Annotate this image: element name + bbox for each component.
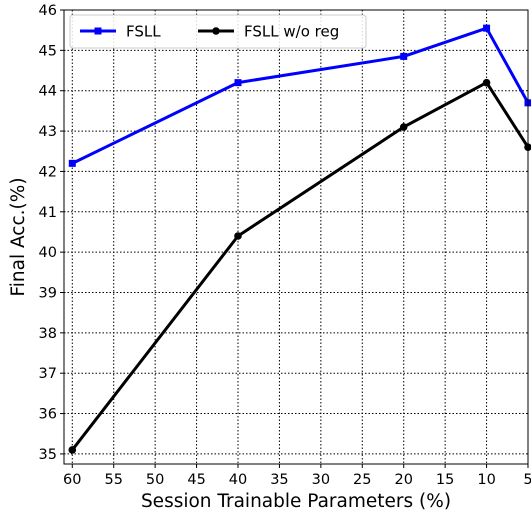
legend-marker-fsll — [94, 27, 102, 35]
y-tick-label: 40 — [39, 245, 57, 261]
data-point-fsll-w-o-reg — [482, 78, 491, 87]
y-tick-label: 46 — [39, 3, 57, 19]
grid-layer — [64, 9, 529, 464]
legend-marker-fsll-wo-reg — [212, 27, 220, 35]
legend-label-fsll: FSLL — [126, 23, 161, 41]
data-point-fsll-w-o-reg — [234, 232, 242, 240]
data-point-fsll — [234, 79, 242, 87]
data-point-fsll-w-o-reg — [68, 446, 77, 454]
y-tick-label: 39 — [39, 285, 57, 301]
x-tick-label: 50 — [146, 472, 164, 488]
x-tick-label: 5 — [523, 472, 531, 488]
series-layer — [68, 24, 531, 454]
y-tick-label: 35 — [39, 447, 57, 463]
x-tick-label: 20 — [394, 472, 412, 488]
data-point-fsll — [483, 24, 491, 32]
tick-layer: 60 55 50 45 40 35 30 25 20 15 10 5 35 36 37 38 39 40 41 42 4… — [39, 3, 531, 488]
x-tick-label: 45 — [187, 472, 205, 488]
data-point-fsll — [400, 52, 408, 60]
plot-frame — [63, 9, 529, 465]
x-tick-label: 10 — [477, 472, 495, 488]
legend: FSLL FSLL w/o reg — [69, 14, 367, 49]
y-tick-label: 38 — [39, 326, 57, 342]
data-point-fsll-w-o-reg — [399, 123, 408, 131]
x-tick-label: 55 — [104, 472, 122, 488]
x-axis-label: Session Trainable Parameters (%) — [141, 491, 451, 512]
y-tick-label: 41 — [39, 205, 57, 221]
y-tick-label: 45 — [39, 43, 57, 59]
y-tick-label: 42 — [39, 164, 57, 180]
x-tick-label: 40 — [229, 472, 247, 488]
series-line-fsll-w-o-reg — [71, 81, 530, 451]
y-tick-label: 43 — [39, 124, 57, 140]
y-tick-label: 44 — [39, 84, 57, 100]
x-tick-label: 25 — [353, 472, 371, 488]
y-tick-label: 36 — [39, 407, 57, 423]
x-tick-label: 15 — [436, 472, 454, 488]
x-tick-label: 35 — [270, 472, 288, 488]
y-axis-label: Final Acc.(%) — [8, 177, 29, 296]
x-tick-label: 60 — [63, 472, 81, 488]
data-point-fsll — [68, 159, 76, 167]
x-tick-label: 30 — [312, 472, 330, 488]
y-tick-label: 37 — [39, 366, 57, 382]
legend-label-fsll-wo-reg: FSLL w/o reg — [244, 23, 339, 41]
